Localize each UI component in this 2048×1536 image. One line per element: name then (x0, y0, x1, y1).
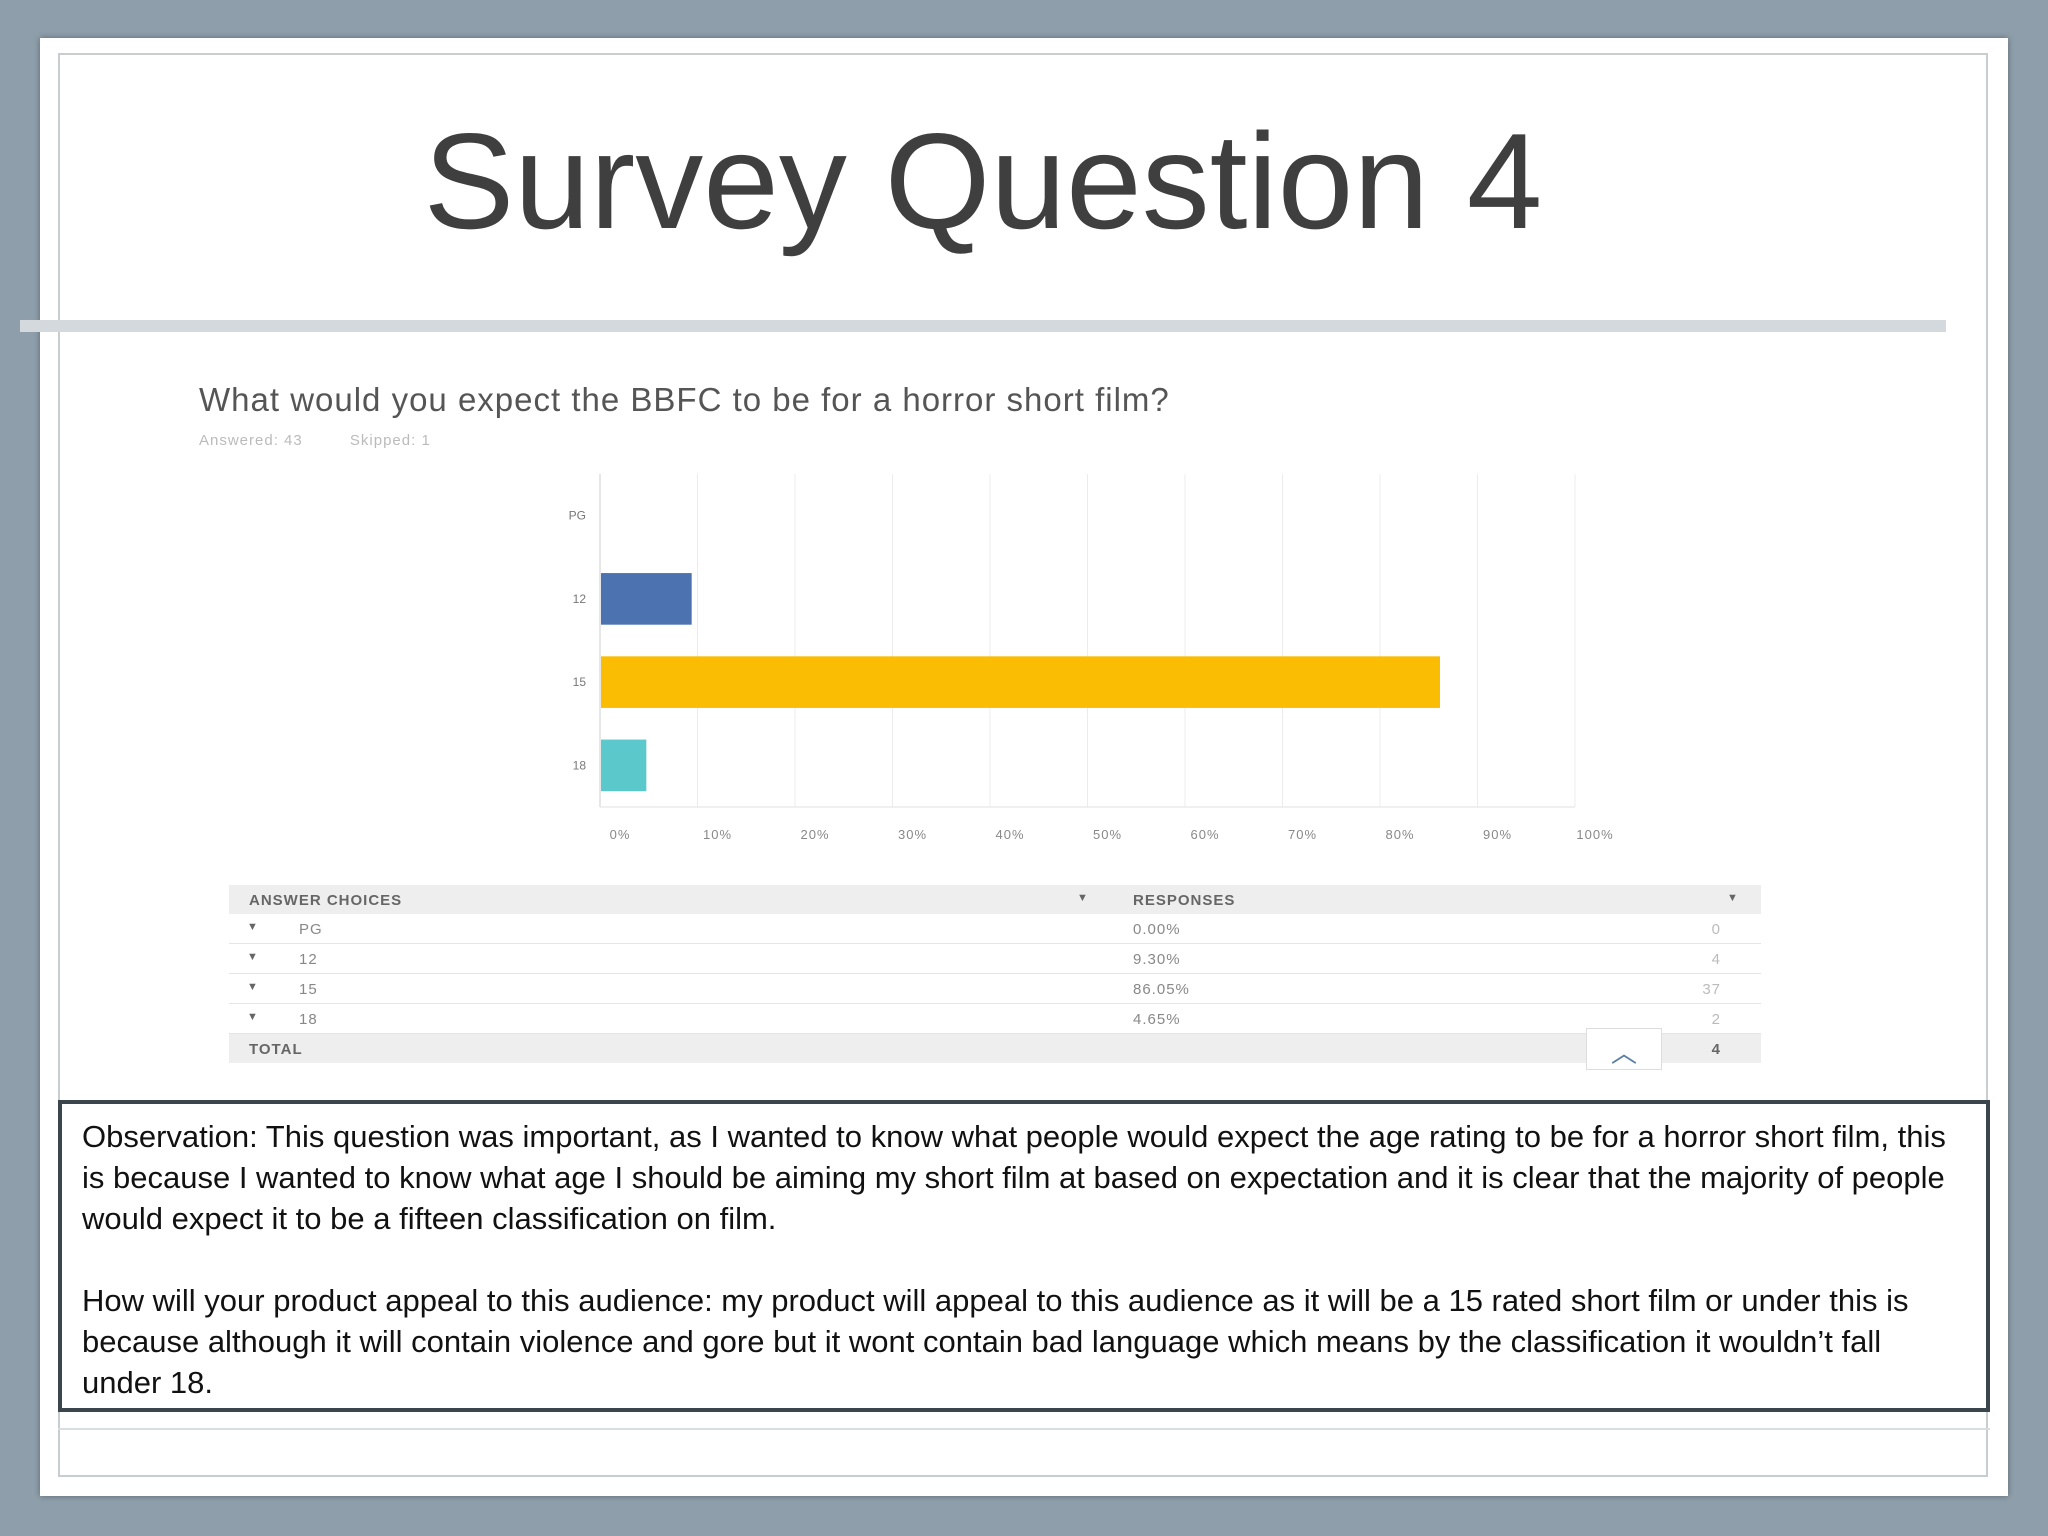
table-row: ▼ 12 9.30% 4 (229, 944, 1761, 974)
x-tick-label: 100% (1576, 827, 1613, 842)
caret-down-icon[interactable]: ▼ (247, 951, 259, 963)
table-row: ▼ PG 0.00% 0 (229, 914, 1761, 944)
x-tick-label: 60% (1190, 827, 1219, 842)
bar-18[interactable] (601, 739, 647, 792)
audience-appeal-text: How will your product appeal to this aud… (82, 1283, 1909, 1400)
row-percent: 86.05% (1133, 981, 1190, 998)
x-tick-label: 10% (703, 827, 732, 842)
caret-down-icon[interactable]: ▼ (1077, 892, 1089, 904)
row-choice: 12 (299, 951, 318, 968)
y-category-label: 18 (573, 758, 587, 772)
answer-table: ANSWER CHOICES ▼ RESPONSES ▼ ▼ PG 0.00% … (229, 885, 1761, 1063)
row-percent: 0.00% (1133, 921, 1181, 938)
total-count: 4 (1711, 1041, 1721, 1058)
row-percent: 9.30% (1133, 951, 1181, 968)
row-percent: 4.65% (1133, 1011, 1181, 1028)
x-tick-label: 90% (1483, 827, 1512, 842)
table-row: ▼ 15 86.05% 37 (229, 974, 1761, 1004)
slide-frame (58, 53, 1988, 1477)
row-count: 4 (1711, 951, 1721, 968)
caret-down-icon[interactable]: ▼ (247, 1011, 259, 1023)
x-tick-label: 20% (800, 827, 829, 842)
y-category-label: 12 (573, 592, 587, 606)
bar-chart: 0% 10% 20% 30% 40% 50% 60% 70% 80% 90% 100% PG 12 15 1… (569, 474, 1613, 842)
y-category-label: PG (569, 509, 586, 523)
x-tick-label: 0% (610, 827, 631, 842)
header-responses[interactable]: RESPONSES (1133, 892, 1236, 909)
row-count: 0 (1711, 921, 1721, 938)
table-row: ▼ 18 4.65% 2 (229, 1004, 1761, 1034)
caret-down-icon[interactable]: ▼ (247, 981, 259, 993)
x-tick-label: 80% (1385, 827, 1414, 842)
row-count: 37 (1702, 981, 1721, 998)
footer-divider (58, 1428, 1990, 1430)
x-tick-label: 30% (898, 827, 927, 842)
observation-box: Observation: This question was important… (58, 1100, 1990, 1412)
chevron-up-icon[interactable]: ︿ (1586, 1028, 1662, 1070)
header-answer-choices[interactable]: ANSWER CHOICES (249, 892, 403, 909)
row-choice: 18 (299, 1011, 318, 1028)
question-meta: Answered: 43 Skipped: 1 (199, 432, 473, 449)
caret-down-icon[interactable]: ▼ (247, 921, 259, 933)
table-total-row: TOTAL 4 (229, 1034, 1761, 1063)
question-title: What would you expect the BBFC to be for… (199, 381, 1170, 418)
observation-text: Observation: This question was important… (82, 1119, 1946, 1236)
x-tick-label: 50% (1093, 827, 1122, 842)
title-band: Survey Question 4 (20, 17, 1946, 317)
total-label: TOTAL (249, 1041, 303, 1058)
x-tick-label: 70% (1288, 827, 1317, 842)
bar-12[interactable] (601, 573, 692, 625)
y-category-label: 15 (573, 675, 587, 689)
bar-15[interactable] (601, 656, 1440, 708)
page-title: Survey Question 4 (423, 105, 1543, 257)
answered-count: Answered: 43 (199, 432, 303, 449)
x-tick-label: 40% (995, 827, 1024, 842)
title-divider (20, 320, 1946, 332)
row-choice: 15 (299, 981, 318, 998)
row-choice: PG (299, 921, 323, 938)
caret-down-icon[interactable]: ▼ (1727, 892, 1739, 904)
skipped-count: Skipped: 1 (349, 432, 431, 449)
row-count: 2 (1711, 1011, 1721, 1028)
survey-screenshot: What would you expect the BBFC to be for… (163, 337, 1807, 1063)
table-header: ANSWER CHOICES ▼ RESPONSES ▼ (229, 885, 1761, 914)
